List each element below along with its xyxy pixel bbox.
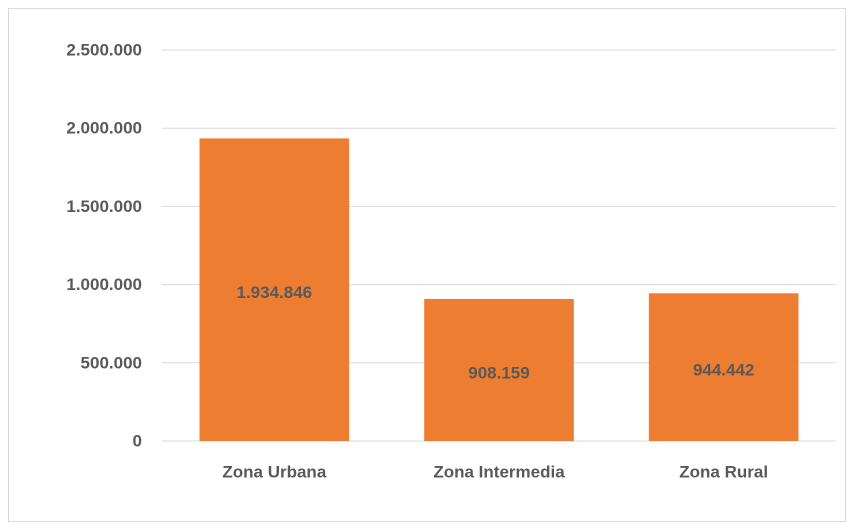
y-tick-label: 500.000 [81, 353, 142, 372]
data-label: 908.159 [468, 363, 529, 382]
x-tick-label: Zona Urbana [222, 462, 326, 481]
data-label: 944.442 [693, 361, 754, 380]
y-tick-label: 2.000.000 [66, 119, 142, 138]
bar [199, 138, 350, 442]
y-tick-label: 1.500.000 [66, 197, 142, 216]
bar [424, 298, 574, 441]
x-tick-label: Zona Intermedia [433, 462, 565, 481]
y-tick-label: 0 [133, 431, 142, 450]
y-tick-label: 2.500.000 [66, 40, 142, 59]
y-tick-label: 1.000.000 [66, 275, 142, 294]
data-label: 1.934.846 [237, 283, 313, 302]
x-tick-label: Zona Rural [679, 462, 768, 481]
bar [648, 293, 799, 441]
